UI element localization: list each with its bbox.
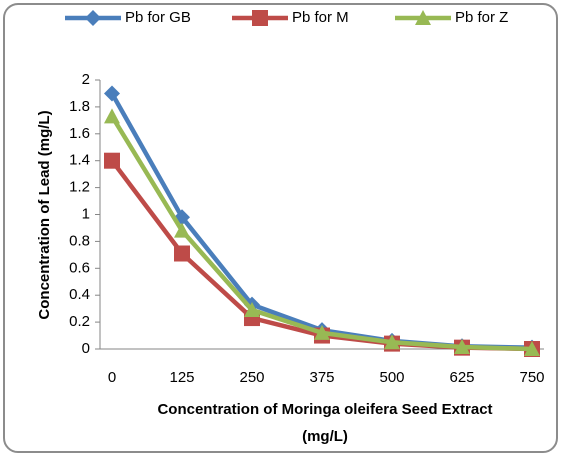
y-tick-label: 1.8 (69, 98, 90, 115)
y-axis-title: Concentration of Lead (mg/L) (36, 110, 53, 319)
y-tick-label: 0.8 (69, 232, 90, 249)
y-tick-label: 0.6 (69, 259, 90, 276)
x-tick-label: 0 (108, 369, 116, 386)
x-axis-title: Concentration of Moringa oleifera Seed E… (157, 401, 492, 418)
data-point (524, 341, 540, 356)
x-tick-label: 500 (379, 369, 404, 386)
y-tick-label: 1 (82, 205, 90, 222)
x-tick-label: 750 (519, 369, 544, 386)
data-point (384, 334, 400, 350)
x-tick-label: 625 (449, 369, 474, 386)
data-point (104, 85, 120, 102)
legend-marker (415, 10, 431, 25)
legend-label: Pb for M (292, 9, 349, 26)
legend-marker (252, 10, 268, 26)
y-tick-label: 0.2 (69, 313, 90, 330)
y-tick-label: 1.6 (69, 125, 90, 142)
legend-label: Pb for GB (125, 9, 191, 26)
data-point (174, 245, 190, 262)
x-tick-label: 250 (239, 369, 264, 386)
data-point (244, 301, 260, 317)
legend-label: Pb for Z (455, 9, 508, 26)
data-point (454, 338, 470, 354)
x-tick-label: 125 (169, 369, 194, 386)
x-tick-label: 375 (309, 369, 334, 386)
y-tick-label: 1.2 (69, 179, 90, 196)
x-axis-title: (mg/L) (302, 428, 348, 445)
data-point (314, 324, 330, 340)
chart-border (3, 3, 558, 453)
y-tick-label: 2 (82, 71, 90, 88)
y-tick-label: 0 (82, 340, 90, 357)
y-tick-label: 1.4 (69, 152, 90, 169)
y-tick-label: 0.4 (69, 286, 90, 303)
data-point (104, 152, 120, 169)
legend-marker (85, 10, 101, 26)
data-point (104, 108, 120, 124)
data-point (174, 222, 190, 238)
